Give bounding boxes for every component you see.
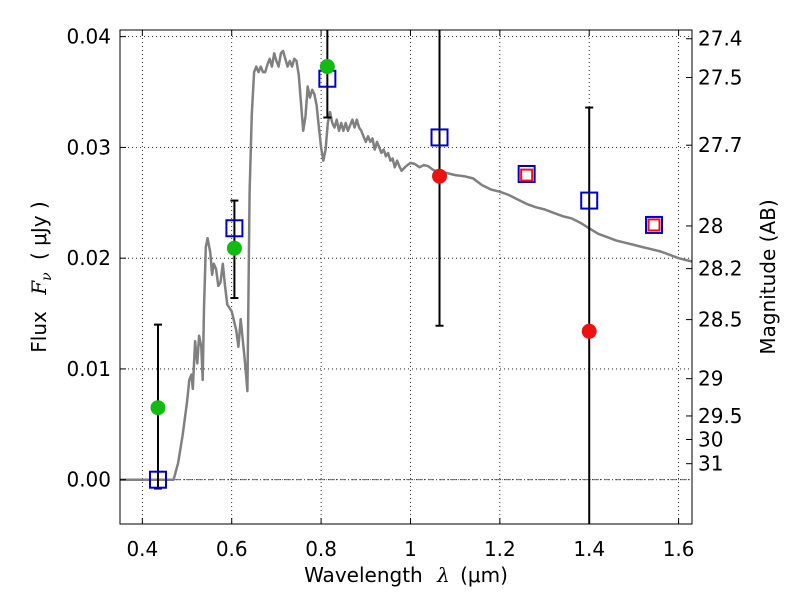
magnitude-tick-label: 27.4	[698, 27, 743, 51]
y-axis-unit: ( μJy )	[27, 201, 51, 260]
magnitude-tick-label: 28	[698, 214, 723, 238]
y-tick-label: 0.04	[66, 25, 111, 49]
magnitude-tick-label: 27.7	[698, 133, 743, 157]
magnitude-tick-label: 28.2	[698, 257, 743, 281]
error-bar-layer	[153, 30, 594, 524]
model-flux-square	[645, 215, 664, 234]
plot-frame	[119, 29, 693, 525]
measured-flux-point	[150, 400, 166, 416]
measured-flux-point	[226, 240, 242, 256]
x-tick-label: 1	[404, 537, 417, 561]
upper-limit-square	[647, 218, 661, 232]
y-axis-symbol: F	[27, 280, 51, 296]
y-axis-label: Flux	[27, 311, 51, 353]
marker-layer	[148, 59, 664, 489]
model-flux-square	[580, 191, 599, 210]
magnitude-tick-label: 28.5	[698, 308, 743, 332]
measured-flux-point	[581, 323, 597, 339]
magnitude-tick-label: 27.5	[698, 66, 743, 90]
model-flux-square	[430, 128, 449, 147]
magnitude-tick-label: 31	[698, 452, 723, 476]
x-tick-label: 0.4	[126, 537, 158, 561]
measured-flux-point	[319, 59, 335, 75]
y-tick-label: 0.01	[66, 357, 111, 381]
y2-axis-title: Magnitude (AB)	[756, 199, 780, 354]
tick-layer: 0.4 0.6 0.8 1 1.2 1.4 1.6 0.00 0.01 0.02 0.03 0.04 2…	[66, 25, 742, 561]
x-tick-label: 0.6	[216, 537, 248, 561]
model-sed-layer	[120, 49, 693, 481]
x-tick-label: 1.6	[663, 537, 695, 561]
x-tick-label: 1.4	[573, 537, 605, 561]
x-axis-title: Wavelength λ (μm)	[304, 563, 508, 587]
model-flux-square	[517, 164, 536, 183]
upper-limit-square	[520, 168, 534, 182]
y-tick-label: 0.02	[66, 246, 111, 270]
model-flux-square	[225, 219, 244, 238]
x-axis-symbol: λ	[436, 563, 450, 587]
measured-flux-point	[432, 168, 448, 184]
model-sed-line	[120, 49, 693, 481]
x-tick-label: 0.8	[305, 537, 337, 561]
y-axis-title: Flux Fν ( μJy )	[27, 201, 56, 352]
y-axis-subscript: ν	[39, 272, 55, 281]
y-tick-label: 0.00	[66, 468, 111, 492]
y-tick-label: 0.03	[66, 135, 111, 159]
magnitude-tick-label: 29	[698, 367, 723, 391]
x-tick-label: 1.2	[484, 537, 516, 561]
magnitude-tick-label: 29.5	[698, 404, 743, 428]
x-axis-label: Wavelength	[304, 563, 423, 587]
x-axis-unit: (μm)	[460, 563, 508, 587]
magnitude-tick-label: 30	[698, 427, 723, 451]
model-flux-square	[148, 470, 167, 489]
